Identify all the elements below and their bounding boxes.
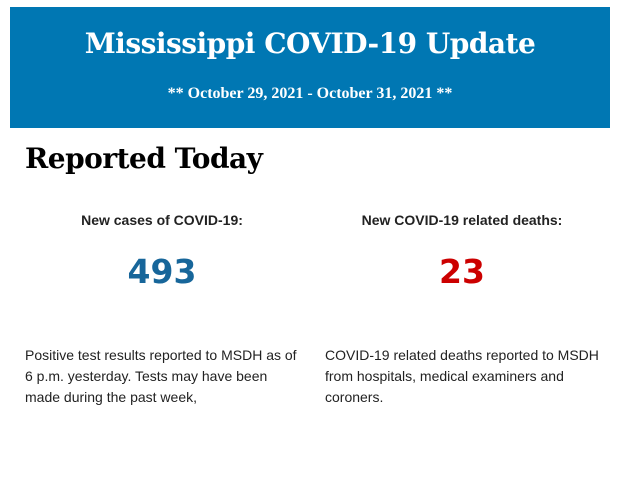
- new-deaths-label: New COVID-19 related deaths:: [361, 212, 563, 228]
- header-banner: Mississippi COVID-19 Update ** October 2…: [10, 7, 610, 128]
- new-cases-stat: New cases of COVID-19: 493 Positive test…: [22, 212, 302, 405]
- new-deaths-description: COVID-19 related deaths reported to MSDH…: [325, 347, 599, 405]
- new-deaths-value: 23: [439, 252, 485, 291]
- new-cases-label: New cases of COVID-19:: [81, 212, 243, 228]
- section-title: Reported Today: [25, 142, 263, 175]
- page-title: Mississippi COVID-19 Update: [84, 27, 536, 60]
- new-cases-value: 493: [127, 252, 197, 291]
- date-range: ** October 29, 2021 - October 31, 2021 *…: [167, 85, 453, 102]
- new-cases-description: Positive test results reported to MSDH a…: [25, 347, 297, 405]
- new-deaths-stat: New COVID-19 related deaths: 23 COVID-19…: [322, 212, 602, 405]
